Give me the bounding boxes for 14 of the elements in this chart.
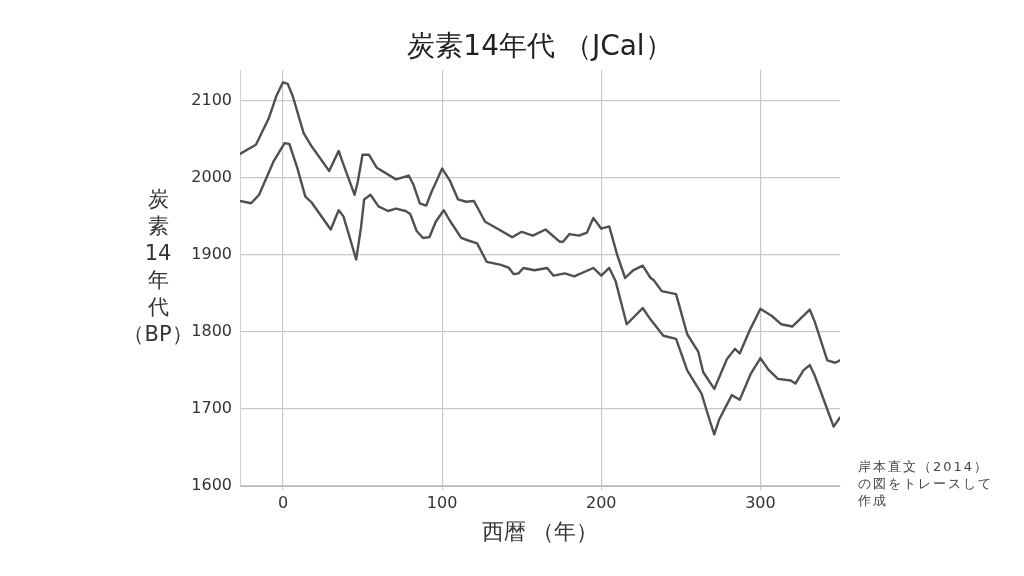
y-tick-label: 2000 — [191, 167, 232, 187]
x-tick-label: 100 — [426, 492, 458, 512]
y-axis-title: 炭素14年代（BP） — [123, 186, 193, 346]
x-tick-label: 200 — [586, 492, 617, 512]
y-tick-label: 1700 — [191, 398, 232, 418]
y-tick-label: 1600 — [191, 475, 232, 495]
y-tick-label: 1900 — [191, 244, 232, 264]
text: 岸本直文（2014）の図をトレースして作成 — [858, 458, 994, 509]
x-tick-label: 0 — [277, 492, 289, 512]
x-axis-title: 西暦 （年） — [481, 518, 599, 544]
y-tick-label: 2100 — [191, 89, 232, 109]
y-tick-label: 1800 — [191, 321, 232, 341]
x-tick-label: 300 — [745, 492, 776, 512]
chart-title: 炭素14年代 （JCal） — [407, 29, 673, 63]
